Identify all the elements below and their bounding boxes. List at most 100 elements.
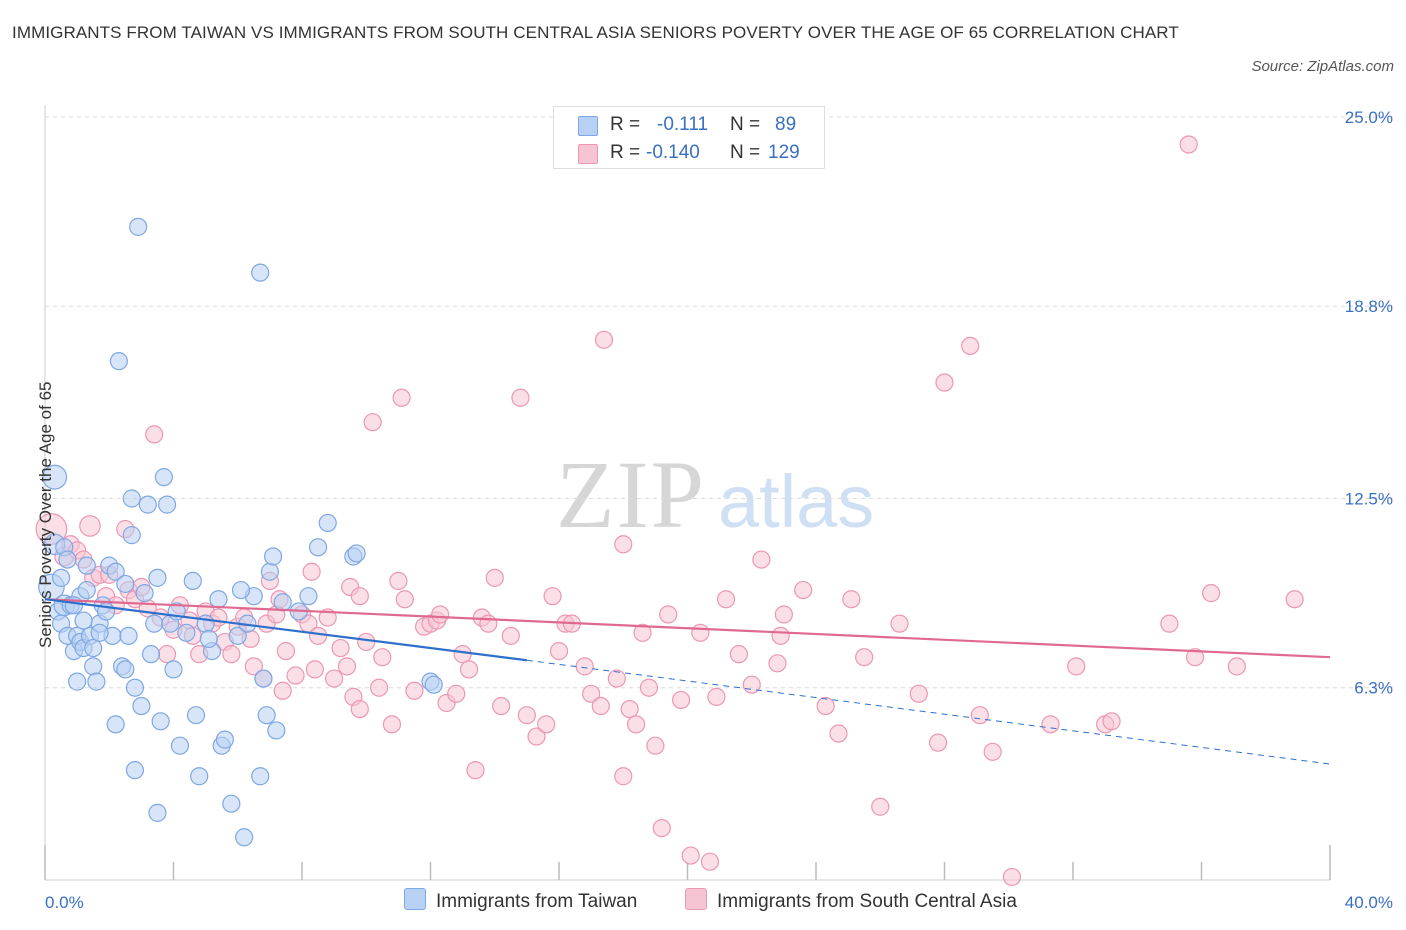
watermark-atlas: atlas bbox=[718, 460, 874, 543]
sca-point bbox=[700, 852, 720, 871]
taiwan-point bbox=[151, 712, 170, 731]
sca-point bbox=[453, 645, 472, 664]
sca-point bbox=[626, 715, 646, 734]
sca-trend-line bbox=[44, 598, 1331, 659]
taiwan-point bbox=[170, 736, 190, 755]
axes bbox=[44, 105, 1331, 881]
r-value-taiwan: -0.111 bbox=[657, 114, 709, 135]
sca-point bbox=[373, 648, 392, 667]
sca-point bbox=[1041, 715, 1060, 734]
taiwan-point bbox=[116, 574, 135, 594]
sca-point bbox=[318, 608, 337, 627]
sca-point bbox=[431, 605, 450, 624]
sca-point bbox=[395, 590, 414, 609]
sca-point bbox=[890, 614, 909, 633]
taiwan-point bbox=[51, 568, 71, 587]
sca-point bbox=[909, 684, 928, 703]
y-tick-label: 6.3% bbox=[1354, 679, 1393, 698]
sca-point bbox=[1179, 135, 1198, 154]
taiwan-point bbox=[68, 672, 87, 691]
sca-point bbox=[517, 706, 536, 725]
sca-point bbox=[729, 645, 749, 664]
legend-item-taiwan: Immigrants from Taiwan bbox=[404, 888, 637, 914]
sca-point bbox=[774, 605, 793, 624]
taiwan-point bbox=[109, 352, 128, 371]
sca-point bbox=[222, 645, 241, 664]
taiwan-point bbox=[77, 580, 96, 600]
taiwan-point bbox=[254, 669, 273, 688]
sca-point bbox=[302, 562, 321, 581]
sca-point bbox=[527, 727, 546, 746]
taiwan-point bbox=[116, 660, 135, 679]
taiwan-point bbox=[129, 217, 148, 236]
x-tick-label: 40.0% bbox=[1345, 893, 1393, 912]
tick-labels: 6.3% 12.5% 18.8% 25.0% 0.0% 40.0% bbox=[45, 108, 1393, 912]
sca-point bbox=[363, 413, 382, 432]
n-value-taiwan: 89 bbox=[775, 114, 797, 135]
taiwan-legend-swatch bbox=[404, 888, 426, 910]
r-value-sca: -0.140 bbox=[646, 142, 700, 163]
y-tick-label: 18.8% bbox=[1345, 297, 1393, 316]
sca-point bbox=[1067, 657, 1086, 676]
taiwan-point bbox=[141, 645, 161, 664]
y-tick-label: 12.5% bbox=[1345, 490, 1393, 509]
sca-swatch bbox=[578, 144, 598, 164]
sca-point bbox=[639, 678, 659, 697]
taiwan-point bbox=[154, 468, 173, 487]
taiwan-point bbox=[209, 590, 228, 609]
sca-point bbox=[459, 660, 479, 679]
taiwan-point bbox=[308, 538, 328, 557]
watermark-zip: ZIP bbox=[556, 441, 706, 548]
sca-point bbox=[357, 632, 376, 652]
sca-point bbox=[816, 696, 835, 716]
sca-point bbox=[273, 681, 292, 700]
taiwan-point bbox=[87, 672, 106, 691]
taiwan-point bbox=[74, 611, 93, 630]
legend-label-taiwan: Immigrants from Taiwan bbox=[436, 891, 638, 912]
sca-point bbox=[1185, 648, 1205, 667]
taiwan-point bbox=[84, 657, 103, 676]
taiwan-point bbox=[148, 568, 167, 587]
sca-point bbox=[961, 336, 980, 355]
taiwan-point bbox=[125, 761, 145, 780]
sca-point bbox=[614, 535, 633, 554]
sca-point bbox=[1285, 590, 1304, 609]
sca-point bbox=[1160, 614, 1179, 633]
taiwan-point bbox=[190, 767, 209, 786]
sca-point bbox=[716, 590, 736, 609]
sca-point bbox=[742, 675, 761, 694]
taiwan-point bbox=[84, 638, 103, 658]
sca-point bbox=[707, 687, 726, 706]
sca-point bbox=[549, 641, 569, 661]
sca-point bbox=[1002, 867, 1022, 887]
taiwan-point bbox=[90, 623, 109, 642]
legend-label-sca: Immigrants from South Central Asia bbox=[717, 891, 1017, 912]
sca-point bbox=[1102, 712, 1121, 731]
sca-point bbox=[1202, 584, 1221, 603]
taiwan-point bbox=[228, 626, 247, 645]
taiwan-point bbox=[119, 626, 138, 645]
taiwan-point bbox=[122, 489, 141, 508]
n-value-sca: 129 bbox=[768, 142, 800, 163]
sca-point bbox=[970, 706, 989, 725]
sca-point bbox=[871, 797, 890, 816]
taiwan-point bbox=[235, 828, 254, 847]
sca-point bbox=[382, 715, 402, 734]
sca-point bbox=[350, 699, 369, 719]
sca-point bbox=[286, 666, 305, 685]
sca-point bbox=[591, 696, 610, 716]
sca-point bbox=[575, 657, 594, 676]
taiwan-point bbox=[273, 593, 292, 612]
taiwan-swatch bbox=[578, 116, 598, 136]
sca-point bbox=[983, 742, 1002, 761]
taiwan-point bbox=[157, 495, 177, 514]
sca-point bbox=[607, 669, 626, 688]
trend-lines bbox=[44, 598, 1331, 765]
sca-point bbox=[308, 626, 328, 645]
stats-row-sca: R = -0.140 N = 129 bbox=[554, 140, 824, 166]
taiwan-point bbox=[145, 614, 164, 633]
sca-point bbox=[331, 638, 350, 658]
sca-point bbox=[794, 580, 813, 600]
y-tick-label: 25.0% bbox=[1345, 108, 1393, 127]
